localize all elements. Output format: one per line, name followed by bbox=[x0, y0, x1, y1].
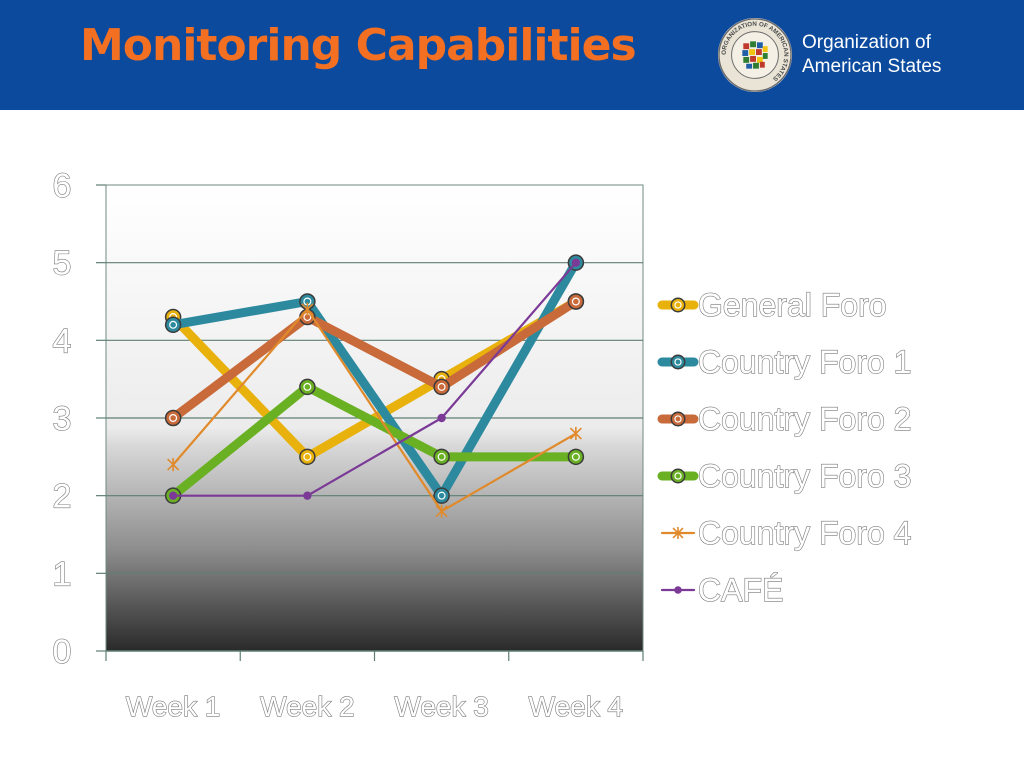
data-point bbox=[299, 448, 316, 466]
series-line bbox=[172, 261, 577, 497]
y-tick-label: 0 bbox=[53, 633, 72, 671]
org-name: Organization of American States bbox=[802, 31, 941, 79]
series-5 bbox=[168, 258, 581, 500]
series-line bbox=[168, 297, 581, 423]
data-point-highlight bbox=[674, 358, 682, 366]
data-point-highlight bbox=[571, 297, 580, 306]
data-point-highlight bbox=[437, 491, 446, 500]
data-point bbox=[435, 504, 448, 518]
y-tick-label: 6 bbox=[53, 167, 72, 205]
legend-item: General Foro bbox=[657, 286, 887, 324]
line-chart: 0 1 2 3 4 5 6 Week 1 Week 2 Week 3 Week 4 General … bbox=[52, 166, 912, 722]
data-point bbox=[168, 491, 178, 500]
data-point bbox=[670, 411, 686, 427]
y-tick-label: 1 bbox=[53, 555, 72, 593]
data-point bbox=[164, 409, 182, 427]
data-point-highlight bbox=[169, 320, 178, 329]
data-point-highlight bbox=[303, 452, 312, 461]
x-category-label: Week 4 bbox=[529, 691, 623, 722]
data-point bbox=[433, 448, 450, 466]
legend-label: CAFÉ bbox=[698, 572, 783, 608]
header-bar: Monitoring Capabilities ORGANIZATION OF … bbox=[0, 0, 1024, 110]
data-point bbox=[567, 293, 585, 310]
data-point bbox=[433, 487, 450, 504]
series-line bbox=[172, 308, 577, 513]
data-point bbox=[670, 354, 686, 370]
series-3 bbox=[164, 378, 585, 504]
series-4 bbox=[167, 302, 582, 518]
series-line bbox=[168, 382, 581, 501]
y-tick-label: 3 bbox=[53, 400, 72, 438]
data-point-highlight bbox=[303, 382, 312, 391]
data-point bbox=[164, 316, 182, 334]
data-point-highlight bbox=[674, 301, 682, 309]
x-category-label: Week 3 bbox=[394, 691, 488, 722]
legend-label: Country Foro 4 bbox=[698, 515, 911, 551]
data-point bbox=[672, 527, 684, 539]
page-title: Monitoring Capabilities bbox=[80, 20, 637, 71]
data-point bbox=[299, 378, 316, 396]
legend-label: Country Foro 2 bbox=[698, 401, 911, 437]
data-point-highlight bbox=[437, 452, 446, 461]
legend-label: General Foro bbox=[698, 287, 887, 323]
data-point-highlight bbox=[571, 452, 580, 461]
data-point-highlight bbox=[437, 382, 446, 391]
y-tick-label: 4 bbox=[53, 322, 72, 360]
oas-seal-icon: ORGANIZATION OF AMERICAN STATES bbox=[717, 17, 793, 93]
legend-item: Country Foro 4 bbox=[660, 514, 912, 552]
data-point bbox=[670, 297, 686, 313]
legend-label: Country Foro 1 bbox=[698, 344, 911, 380]
legend-item: Country Foro 3 bbox=[657, 457, 912, 495]
data-point bbox=[301, 302, 314, 316]
data-point bbox=[567, 448, 585, 466]
data-point bbox=[437, 413, 446, 423]
org-name-line2: American States bbox=[802, 56, 942, 77]
x-category-label: Week 1 bbox=[126, 691, 220, 722]
data-point bbox=[303, 491, 312, 500]
series-2 bbox=[164, 293, 585, 427]
data-point-highlight bbox=[674, 415, 682, 423]
legend-item: Country Foro 2 bbox=[657, 400, 912, 438]
data-point bbox=[569, 426, 582, 441]
data-point-highlight bbox=[169, 414, 178, 423]
data-point bbox=[167, 458, 180, 472]
data-point bbox=[674, 586, 682, 594]
org-name-line1: Organization of bbox=[802, 32, 931, 53]
x-category-label: Week 2 bbox=[260, 691, 354, 722]
org-logo: ORGANIZATION OF AMERICAN STATES Organ bbox=[716, 14, 941, 96]
data-point-highlight bbox=[674, 472, 682, 480]
legend-item: Country Foro 1 bbox=[657, 343, 912, 381]
data-point bbox=[433, 378, 450, 396]
legend-label: Country Foro 3 bbox=[698, 458, 911, 494]
y-tick-label: 2 bbox=[53, 478, 72, 516]
legend-item: CAFÉ bbox=[660, 571, 784, 609]
data-point bbox=[571, 258, 581, 267]
data-point bbox=[670, 468, 686, 484]
y-tick-label: 5 bbox=[53, 245, 72, 283]
series-line bbox=[168, 258, 581, 501]
